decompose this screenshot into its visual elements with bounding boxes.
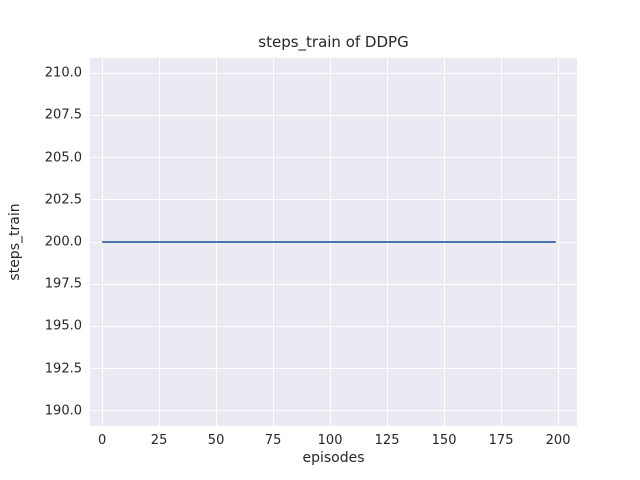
x-tick-label: 175 xyxy=(488,433,514,448)
series-layer xyxy=(102,241,556,243)
y-tick-label: 205.0 xyxy=(44,150,82,166)
x-tick-label: 200 xyxy=(545,433,571,448)
y-tick-label: 190.0 xyxy=(44,403,82,419)
chart-title: steps_train of DDPG xyxy=(258,33,409,51)
y-gridline xyxy=(90,283,577,285)
y-gridline xyxy=(90,410,577,412)
x-tick-label: 150 xyxy=(431,433,457,448)
x-tick-label: 0 xyxy=(97,433,107,448)
x-tick-label: 50 xyxy=(207,433,225,448)
y-tick-label: 197.5 xyxy=(44,276,82,292)
y-gridline xyxy=(90,72,577,74)
y-gridline xyxy=(90,157,577,159)
x-tick-label: 75 xyxy=(264,433,282,448)
y-tick-label: 210.0 xyxy=(44,65,82,81)
x-axis-label: episodes xyxy=(302,450,365,466)
x-tick-label: 100 xyxy=(317,433,343,448)
y-gridline xyxy=(90,368,577,370)
y-tick-label: 192.5 xyxy=(44,361,82,377)
y-gridline xyxy=(90,114,577,116)
y-tick-label: 195.0 xyxy=(44,318,82,334)
y-gridline xyxy=(90,199,577,201)
plot-area xyxy=(90,58,577,426)
y-tick-label: 207.5 xyxy=(44,107,82,123)
x-tick-label: 125 xyxy=(374,433,400,448)
y-axis-label: steps_train xyxy=(7,203,23,281)
y-tick-label: 200.0 xyxy=(44,234,82,250)
y-gridline xyxy=(90,325,577,327)
x-tick-label: 25 xyxy=(150,433,168,448)
y-tick-label: 202.5 xyxy=(44,192,82,208)
